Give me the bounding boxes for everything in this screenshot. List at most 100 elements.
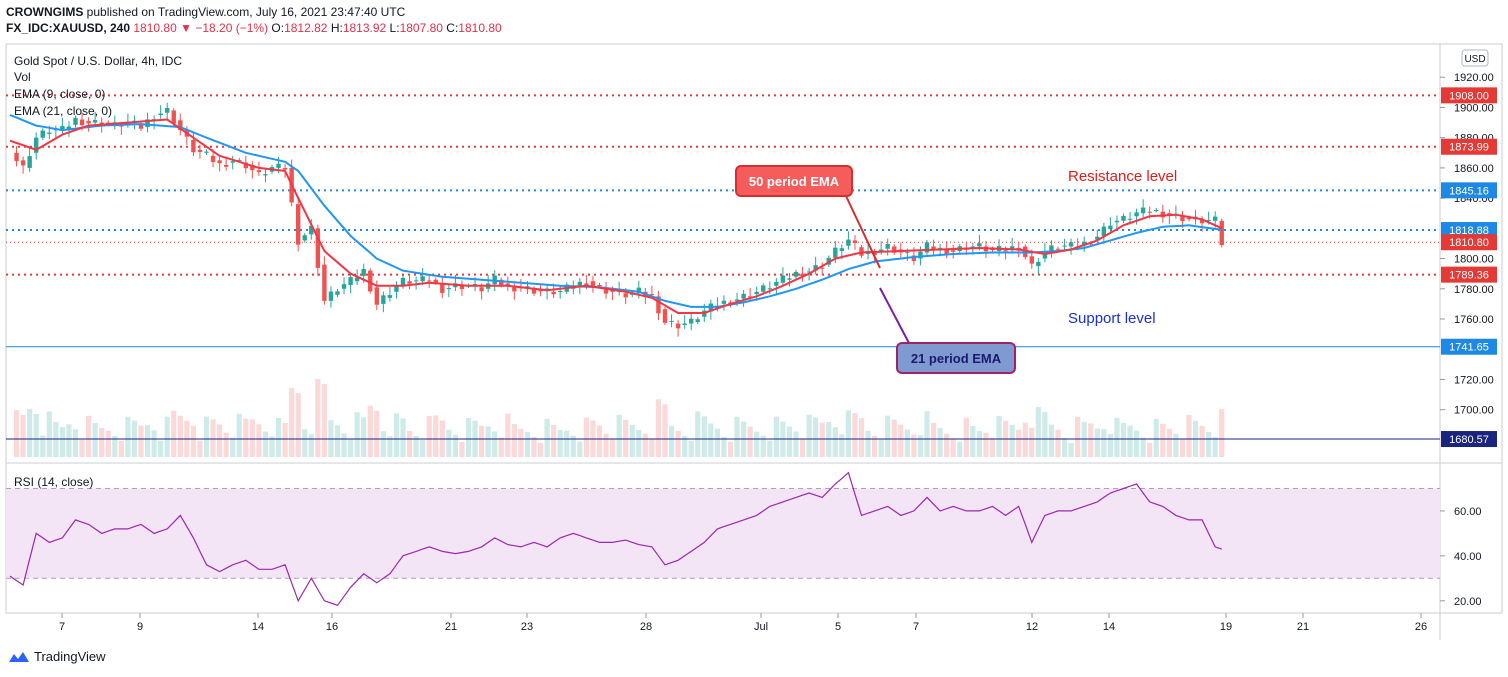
- volume-bar: [1120, 422, 1127, 457]
- candle-body: [368, 270, 373, 292]
- volume-bar: [675, 430, 681, 457]
- volume-bar: [1160, 423, 1166, 457]
- volume-bar: [524, 431, 531, 457]
- candle-body: [800, 273, 805, 277]
- volume-bar: [754, 431, 760, 457]
- candle-body: [741, 293, 746, 299]
- candle-body: [944, 249, 949, 255]
- level-tag-text: 1908.00: [1449, 90, 1489, 102]
- level-tag: [1441, 87, 1497, 104]
- candle-body: [833, 247, 838, 258]
- volume-bar: [767, 440, 773, 457]
- price-tick-label: 1760.00: [1454, 314, 1494, 326]
- volume-bar: [112, 435, 118, 457]
- candle-body: [839, 248, 845, 251]
- volume-bar: [393, 413, 400, 457]
- candle-body: [1062, 245, 1067, 247]
- volume-bar: [557, 430, 563, 457]
- symbol-label: FX_IDC:XAUUSD, 240: [6, 21, 131, 35]
- time-tick-label: 7: [913, 621, 919, 633]
- candle-body: [394, 286, 399, 292]
- volume-bar: [433, 415, 439, 457]
- price-tick-label: 1860.00: [1454, 163, 1494, 175]
- level-tag: [1441, 182, 1497, 199]
- time-tick-label: 21: [1297, 621, 1309, 633]
- author-name[interactable]: CROWNGIMS: [6, 5, 84, 19]
- candle-body: [302, 235, 307, 241]
- price-chart[interactable]: 1920.001900.001880.001860.001840.001800.…: [0, 0, 1508, 645]
- volume-bar: [898, 424, 904, 457]
- volume-bar: [1166, 428, 1172, 457]
- ema50-annotation-text: 50 period EMA: [749, 174, 840, 189]
- candle-body: [885, 243, 890, 249]
- volume-bar: [223, 432, 229, 457]
- candle-body: [79, 119, 85, 126]
- candle-body: [911, 255, 917, 262]
- volume-bar: [760, 435, 766, 457]
- volume-bar: [203, 416, 210, 457]
- volume-bar: [1016, 429, 1022, 457]
- level-tag-text: 1810.80: [1449, 237, 1489, 249]
- candle-body: [747, 296, 753, 298]
- level-tag: [1441, 222, 1497, 239]
- volume-bar: [210, 419, 216, 457]
- volume-bar: [144, 425, 151, 457]
- candle-body: [806, 271, 812, 273]
- candle-body: [1140, 207, 1146, 214]
- volume-bar: [492, 431, 498, 457]
- volume-bar: [1035, 407, 1041, 457]
- candle-body: [977, 243, 982, 247]
- volume-bar: [406, 431, 413, 457]
- candle-body: [237, 160, 242, 162]
- tradingview-footer[interactable]: TradingView: [8, 649, 106, 664]
- volume-bar: [413, 436, 419, 457]
- volume-bar: [46, 411, 52, 457]
- candle-body: [499, 279, 504, 286]
- volume-bar: [380, 431, 386, 457]
- time-tick-label: 19: [1220, 621, 1232, 633]
- volume-bar: [858, 418, 865, 457]
- level-lines: [6, 94, 1440, 440]
- volume-bar: [479, 425, 485, 457]
- volume-bar: [668, 425, 675, 457]
- volume-bar: [695, 411, 701, 457]
- volume-bar: [151, 430, 157, 457]
- candle-body: [479, 287, 484, 292]
- candle-body: [420, 276, 425, 282]
- time-tick-label: Jul: [754, 621, 768, 633]
- down-arrow-icon: ▼: [180, 21, 192, 35]
- volume-bar: [13, 410, 20, 457]
- volume-bar: [1107, 434, 1113, 457]
- candle-body: [597, 285, 602, 287]
- candle-body: [1082, 241, 1087, 245]
- candle-body: [197, 149, 203, 152]
- volume-bar: [1029, 427, 1035, 457]
- candle-body: [1127, 218, 1133, 220]
- low-label: L:: [389, 21, 400, 35]
- volume-bar: [799, 438, 806, 457]
- volume-bar: [262, 431, 269, 457]
- price-tick-label: 1800.00: [1454, 254, 1494, 266]
- time-tick-label: 12: [1026, 621, 1038, 633]
- level-tag-text: 1845.16: [1449, 185, 1489, 197]
- volume-bar: [1186, 414, 1192, 457]
- candle-body: [610, 290, 615, 292]
- volume-bar: [1127, 425, 1133, 457]
- volume-bars: [13, 379, 1225, 457]
- legend-rsi: RSI (14, close): [14, 475, 93, 489]
- currency-button[interactable]: [1461, 49, 1489, 67]
- candle-body: [793, 272, 799, 277]
- candle-body: [119, 125, 124, 127]
- candle-body: [433, 279, 438, 283]
- candle-body: [1068, 242, 1074, 247]
- volume-bar: [596, 425, 603, 457]
- candle-body: [551, 291, 556, 295]
- candle-body: [243, 162, 248, 169]
- candle-body: [387, 295, 393, 298]
- volume-bar: [950, 438, 956, 457]
- candle-body: [191, 139, 196, 153]
- volume-bar: [400, 418, 406, 457]
- volume-bar: [878, 439, 884, 457]
- volume-bar: [924, 411, 930, 457]
